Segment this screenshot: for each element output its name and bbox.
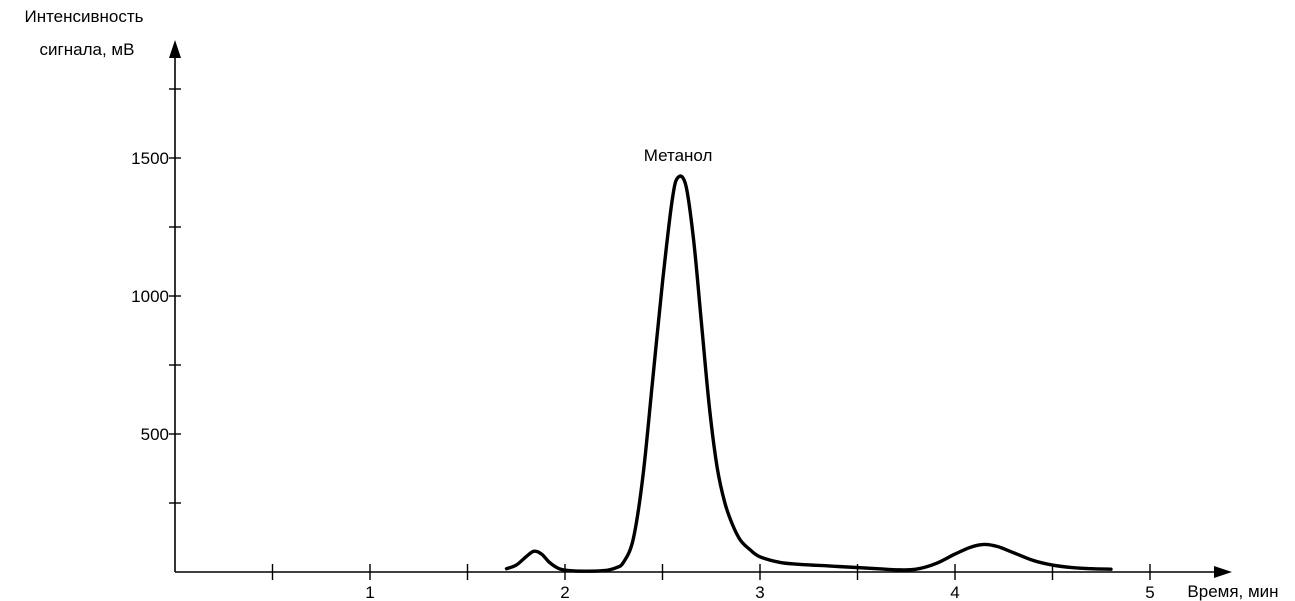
y-axis-arrowhead [169,40,181,58]
y-tick-label: 1000 [131,287,169,306]
x-tick-label: 5 [1145,583,1154,601]
x-tick-label: 2 [560,583,569,601]
x-tick-label: 1 [365,583,374,601]
x-axis-title: Время, мин [1187,582,1278,601]
x-axis-arrowhead [1214,566,1232,578]
y-tick-labels: 500 1000 1500 [131,149,169,444]
y-tick-label: 500 [141,425,169,444]
y-axis-title-line-2: сигнала, мВ [40,40,135,59]
annotations: Метанол [644,146,713,165]
y-axis-title-line-1: Интенсивность [24,7,143,26]
peak-label: Метанол [644,146,713,165]
x-tick-labels: 1 2 3 4 5 [365,583,1154,601]
y-ticks [169,88,181,504]
axes [169,40,1232,578]
x-tick-label: 3 [755,583,764,601]
signal-curve [504,174,1113,573]
x-tick-label: 4 [950,583,959,601]
y-tick-label: 1500 [131,149,169,168]
